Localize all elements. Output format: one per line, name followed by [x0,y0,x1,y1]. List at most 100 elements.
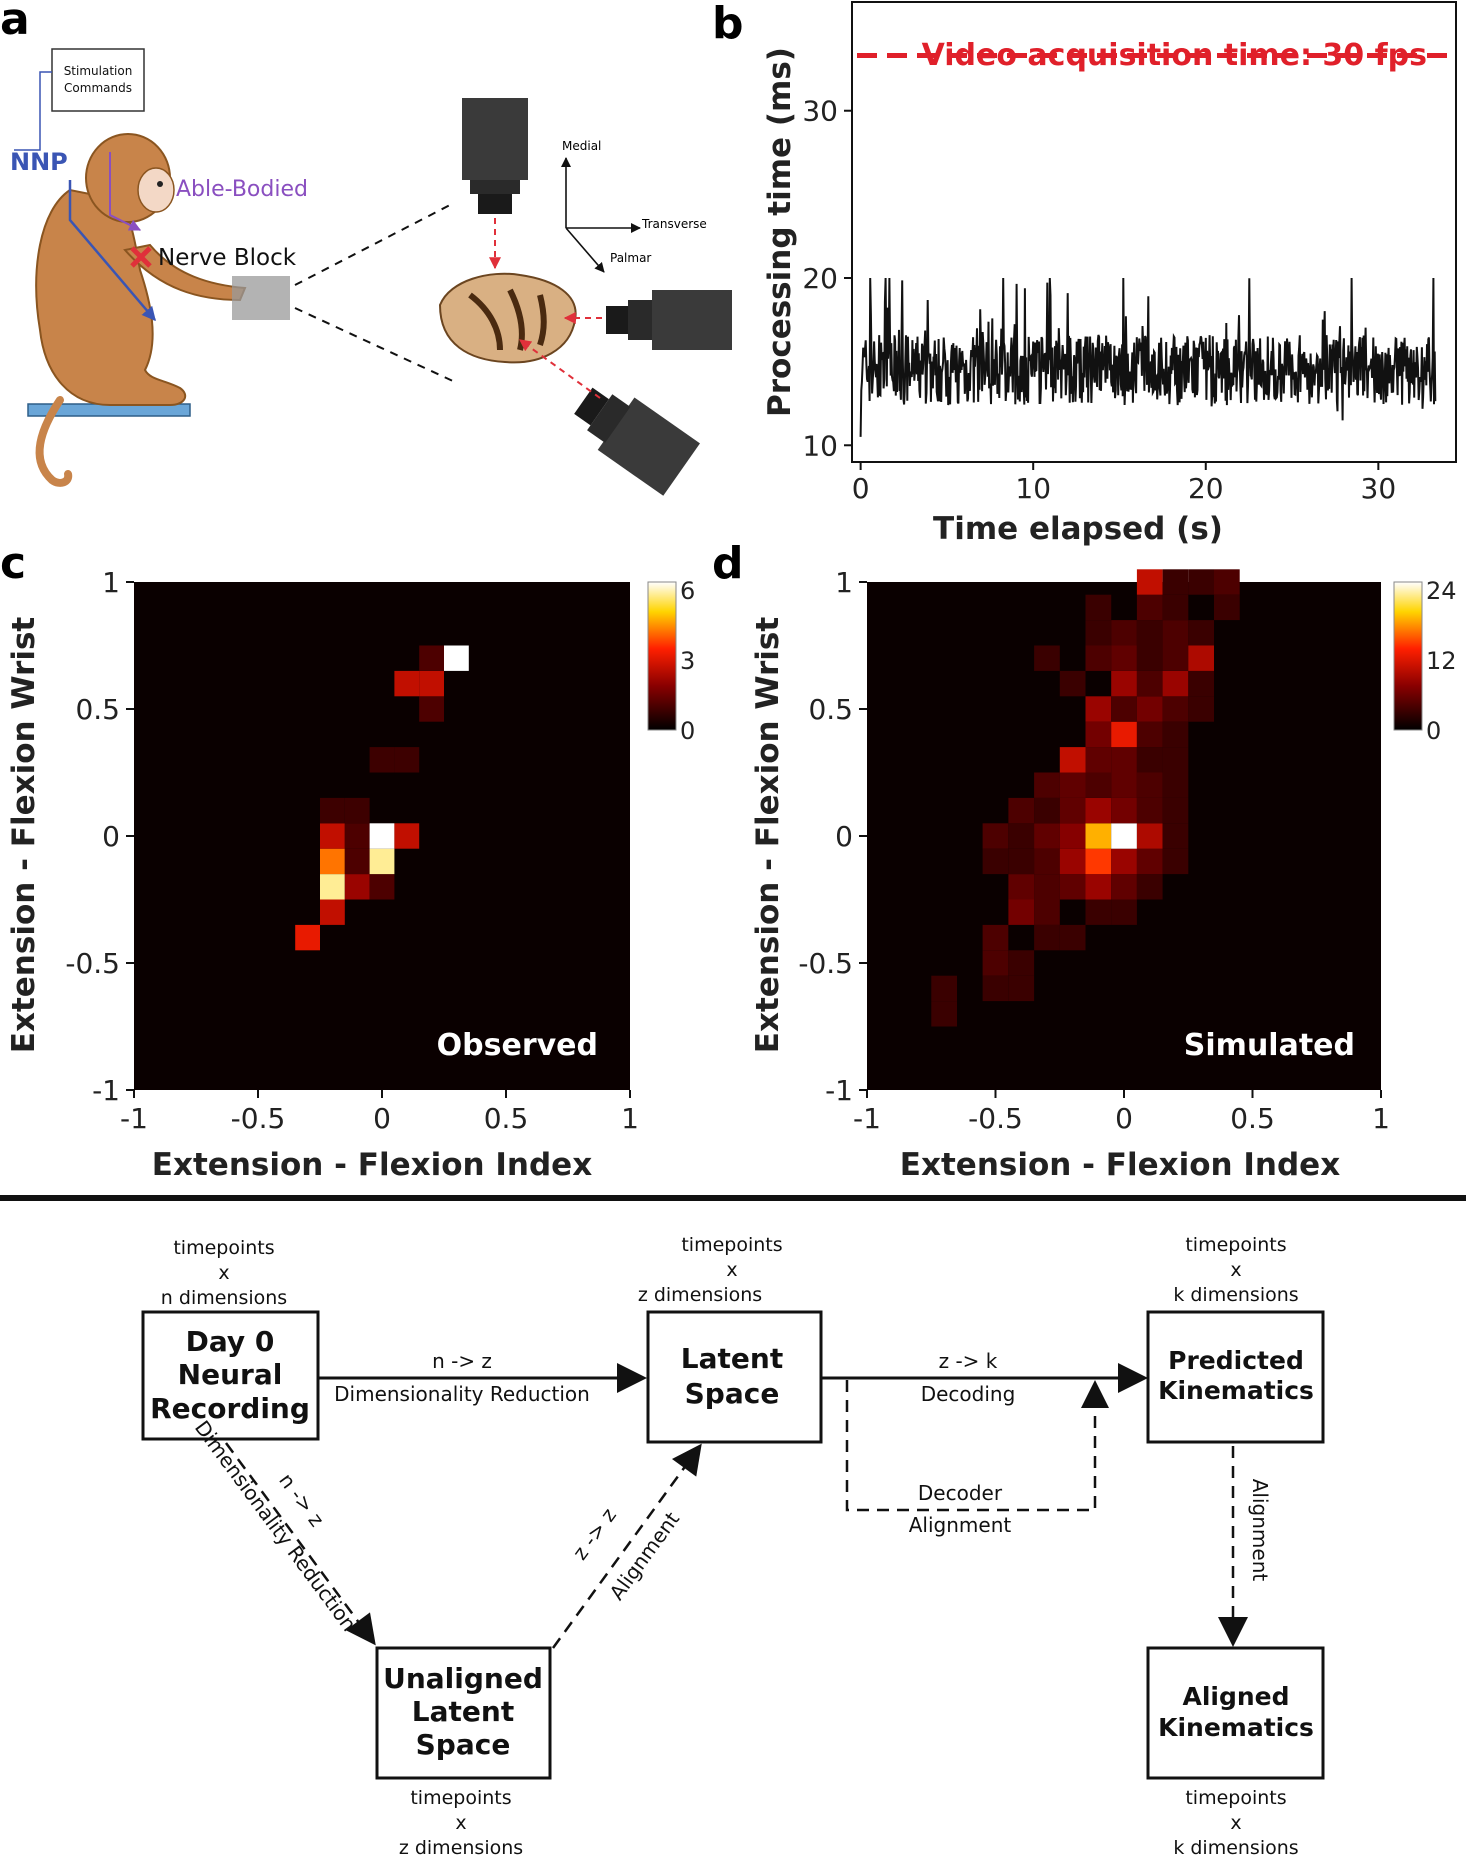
chart-b-ytick-label: 10 [802,429,838,462]
chart-c-cell [295,924,320,951]
chart-c-annotation: Observed [437,1028,598,1063]
chart-d-xtick-label: -0.5 [968,1102,1023,1135]
chart-c-cell [320,823,345,849]
decoder-alignment-arrowhead [1081,1380,1109,1408]
chart-d-cell [1059,848,1086,875]
chart-d-cell [1162,594,1189,621]
day0-dims-2: x [218,1262,229,1284]
chart-c-ytick-label: -0.5 [65,947,120,980]
chart-d-cell [1008,950,1035,976]
chart-c-cell [320,899,345,925]
chart-b-ytick-label: 20 [802,262,838,295]
chart-d-cell [1034,874,1060,900]
chart-d-cell [1085,620,1112,646]
chart-d-cell [1085,721,1112,748]
chart-c-xtick-label: 0.5 [484,1102,529,1135]
chart-d-cell [1214,569,1240,595]
chart-c-cell [344,874,370,900]
chart-d-cell [1085,823,1112,849]
chart-d-cell [931,975,957,1002]
chart-d-cell [1111,670,1137,697]
aligned-label-2: Kinematics [1158,1713,1314,1742]
chart-b-xtick-label: 0 [852,472,870,505]
chart-d-cell [1085,899,1112,925]
chart-d-cell [1111,797,1137,824]
chart-b-xtick-label: 30 [1361,472,1397,505]
unaligned-label-3: Space [416,1728,511,1761]
chart-d-cell [1059,823,1086,849]
chart-d-xlabel: Extension - Flexion Index [900,1147,1340,1183]
chart-c-xlabel: Extension - Flexion Index [152,1147,592,1183]
chart-d-cell [1085,772,1112,798]
predicted-label-1: Predicted [1168,1346,1304,1375]
chart-c-observed-heatmap: Observed 6 3 0 -1 -0.5 0 0.5 1 1 0.5 0 -0.5 -1 Exte… [6,566,695,1183]
chart-d-cell [1162,721,1189,748]
chart-d-cell [1034,772,1060,798]
chart-d-cell [1111,772,1137,798]
chart-c-colorbar-tick: 3 [680,647,695,675]
chart-d-cell [1059,747,1086,773]
axis-transverse-label: Transverse [641,217,707,231]
day0-label-3: Recording [150,1392,310,1425]
chart-d-cell [1085,696,1112,722]
chart-d-cell [1085,594,1112,621]
camera-bottom-ray [519,339,601,399]
chart-c-ylabel: Extension - Flexion Wrist [6,617,42,1054]
unaligned-dims-2: x [455,1812,466,1834]
edge-predicted-aligned-label: Alignment [1248,1479,1272,1582]
chart-c-cell [344,823,370,849]
edge-latent-predicted-line-1: z -> k [939,1349,998,1373]
chart-d-cell [1034,823,1060,849]
chart-d-cell [1162,823,1189,849]
chart-d-ytick-label: -0.5 [798,947,853,980]
node-latent-space: timepoints x z dimensions Latent Space [638,1234,823,1444]
alignment-pipeline-diagram: timepoints x n dimensions Day 0 Neural R… [141,1234,1325,1859]
chart-d-xtick-label: 1 [1372,1102,1390,1135]
chart-d-cell [1188,696,1214,722]
chart-d-colorbar [1393,581,1423,731]
chart-d-cell [1188,670,1214,697]
nerve-block-x-icon [130,246,152,268]
chart-c-colorbar-tick: 0 [680,717,695,745]
chart-d-cell [1008,823,1035,849]
zoom-line-bottom [294,307,456,383]
chart-b-processing-time: 0 10 20 30 10 20 30 Video acquisition time: 30… [762,1,1457,547]
chart-d-cell [1136,670,1163,697]
chart-d-ytick-label: -1 [825,1074,853,1107]
latent-box [646,1310,823,1444]
chart-d-cell [1162,645,1189,671]
chart-c-cell [419,670,444,697]
chart-d-cell [1188,569,1214,595]
able-bodied-path [109,152,142,231]
edge-unaligned-to-latent [551,1443,702,1649]
chart-d-cell [1059,670,1086,697]
chart-d-cell [1008,797,1035,824]
chart-c-cell [320,874,345,900]
chart-c-xtick-label: -1 [120,1102,148,1135]
camera-bottom-icon [574,387,700,496]
chart-c-cell [369,747,395,773]
monkey-eye [157,181,163,187]
day0-label-1: Day 0 [186,1325,275,1358]
chart-d-cell [1034,848,1060,875]
chart-d-cell [1008,975,1035,1002]
chart-d-cell [1111,823,1137,849]
chart-b-xlabel: Time elapsed (s) [933,511,1223,547]
chart-d-cell [1136,696,1163,722]
latent-dims-2: x [726,1259,737,1281]
chart-d-colorbar-tick: 0 [1426,717,1441,745]
chart-b-reference-label: Video acquisition time: 30 fps [922,38,1427,73]
chart-c-ytick-label: 1 [102,566,120,599]
chart-d-cell [1136,645,1163,671]
chart-d-cell [982,848,1009,875]
chart-d-cell [1059,772,1086,798]
hand-model [438,272,577,364]
day0-dims-3: n dimensions [161,1287,287,1309]
chart-c-cell [419,696,444,722]
chart-c-cell [320,797,345,824]
axis-palmar-arrow [565,227,605,273]
edge-decoder-alignment-loop [845,1380,1097,1512]
nnp-label: NNP [10,148,68,176]
unaligned-dims-3: z dimensions [399,1837,523,1859]
